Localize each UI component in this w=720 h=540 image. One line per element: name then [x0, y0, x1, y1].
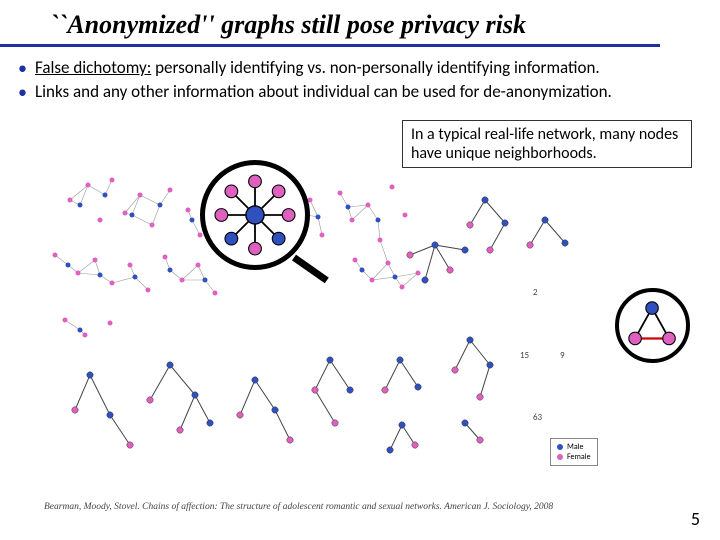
network-diagram: 15 9 63 2: [40, 165, 680, 485]
slide-title: ``Anonymized'' graphs still pose privacy…: [0, 0, 660, 47]
svg-text:63: 63: [533, 412, 543, 423]
bullet-2: Links and any other information about in…: [18, 81, 720, 103]
bullet-1: False dichotomy: personally identifying …: [18, 57, 720, 79]
triangle-highlight-circle: [615, 288, 690, 363]
svg-text:9: 9: [560, 350, 565, 361]
legend-item: Female: [557, 452, 591, 462]
legend-item: Male: [557, 442, 591, 452]
bullet-1-underlined: False dichotomy:: [35, 57, 151, 78]
citation-text: Bearman, Moody, Stovel. Chains of affect…: [44, 502, 553, 512]
legend-dot-icon: [557, 454, 563, 460]
legend-label: Female: [567, 452, 591, 462]
callout-box: In a typical real-life network, many nod…: [402, 120, 692, 168]
page-number: 5: [691, 508, 700, 530]
legend-dot-icon: [557, 444, 563, 450]
svg-text:15: 15: [520, 350, 530, 361]
bullet-1-rest: personally identifying vs. non-personall…: [151, 57, 599, 78]
legend-label: Male: [567, 442, 584, 452]
legend: MaleFemale: [550, 438, 598, 466]
bullet-list: False dichotomy: personally identifying …: [0, 47, 720, 103]
bullet-2-text: Links and any other information about in…: [35, 81, 612, 103]
magnifier-circle: [200, 160, 310, 270]
svg-text:2: 2: [533, 287, 538, 298]
